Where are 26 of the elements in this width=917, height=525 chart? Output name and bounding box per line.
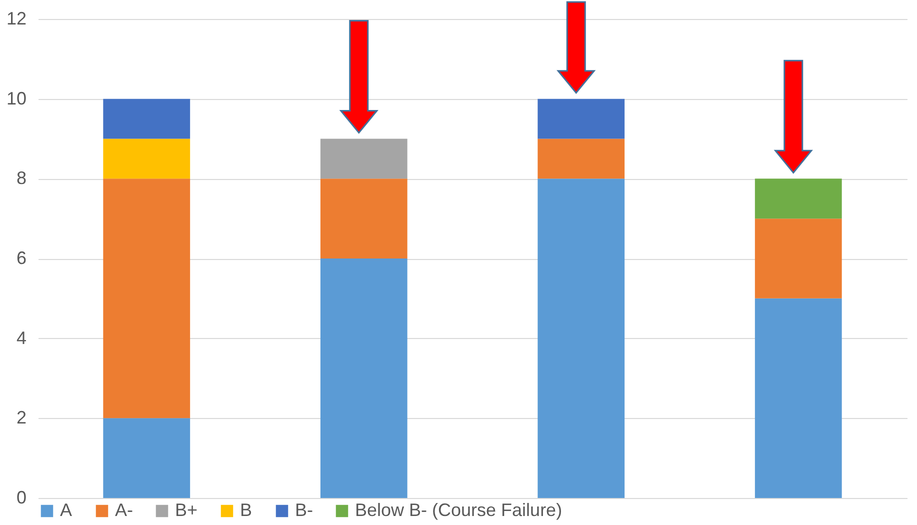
bar [754,178,842,219]
legend-label: B- [295,500,314,520]
bar [103,138,190,179]
legend-label: A [60,500,72,520]
bar [320,138,408,179]
bar [538,178,625,498]
bar [320,258,408,498]
bar [538,138,625,179]
bar [103,98,190,139]
bar [103,178,190,418]
legend-label: Below B- (Course Failure) [355,500,562,520]
y-tick-label: 4 [16,328,26,348]
bar [754,218,842,298]
y-tick-label: 6 [16,248,26,268]
y-tick-label: 12 [6,8,26,28]
bar [103,418,190,498]
bar [320,178,408,258]
y-tick-label: 8 [16,168,26,188]
legend-label: B [240,500,252,520]
legend-label: B+ [175,500,198,520]
y-tick-label: 10 [6,88,26,108]
legend-label: A- [115,500,134,520]
y-tick-label: 0 [16,488,26,508]
bar [754,298,842,498]
bar [538,98,625,139]
y-tick-label: 2 [16,408,26,428]
